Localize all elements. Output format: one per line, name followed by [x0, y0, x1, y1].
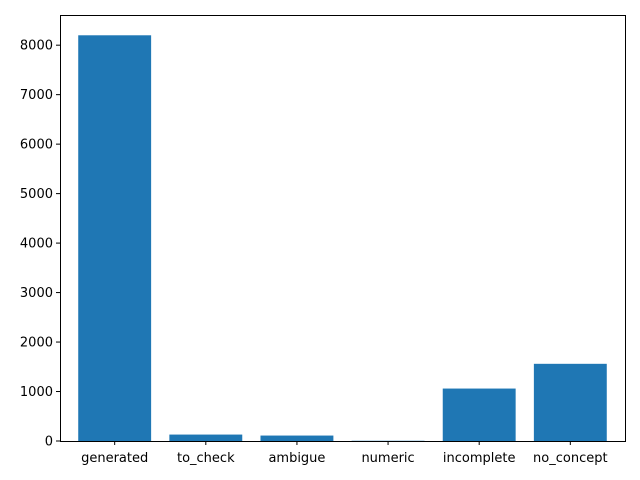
bar-ambigue — [260, 435, 334, 441]
x-tick-label: generated — [81, 451, 148, 466]
bar-generated — [78, 35, 152, 442]
x-tick-label: numeric — [361, 451, 414, 466]
y-tick-label: 8000 — [20, 39, 53, 54]
bar-incomplete — [442, 388, 516, 441]
y-tick-label: 7000 — [20, 88, 53, 103]
plot-frame — [60, 15, 626, 442]
y-tick-label: 3000 — [20, 286, 53, 301]
y-tick-label: 0 — [45, 435, 53, 450]
y-tick-label: 6000 — [20, 138, 53, 153]
y-axis: 0 1000 2000 3000 4000 5000 6000 7000 8000 — [20, 39, 60, 450]
x-axis: generated to_check ambigue numeric incomplet… — [81, 441, 608, 466]
bars-group — [78, 35, 607, 442]
x-tick-label: incomplete — [443, 451, 516, 466]
bar-to_check — [169, 434, 243, 441]
x-tick-label: to_check — [177, 451, 235, 466]
bar-no_concept — [533, 363, 607, 441]
x-tick-label: ambigue — [268, 451, 325, 466]
y-tick-label: 1000 — [20, 385, 53, 400]
y-tick-label: 5000 — [20, 187, 53, 202]
y-tick-label: 2000 — [20, 336, 53, 351]
x-tick-label: no_concept — [533, 451, 608, 466]
y-tick-label: 4000 — [20, 237, 53, 252]
